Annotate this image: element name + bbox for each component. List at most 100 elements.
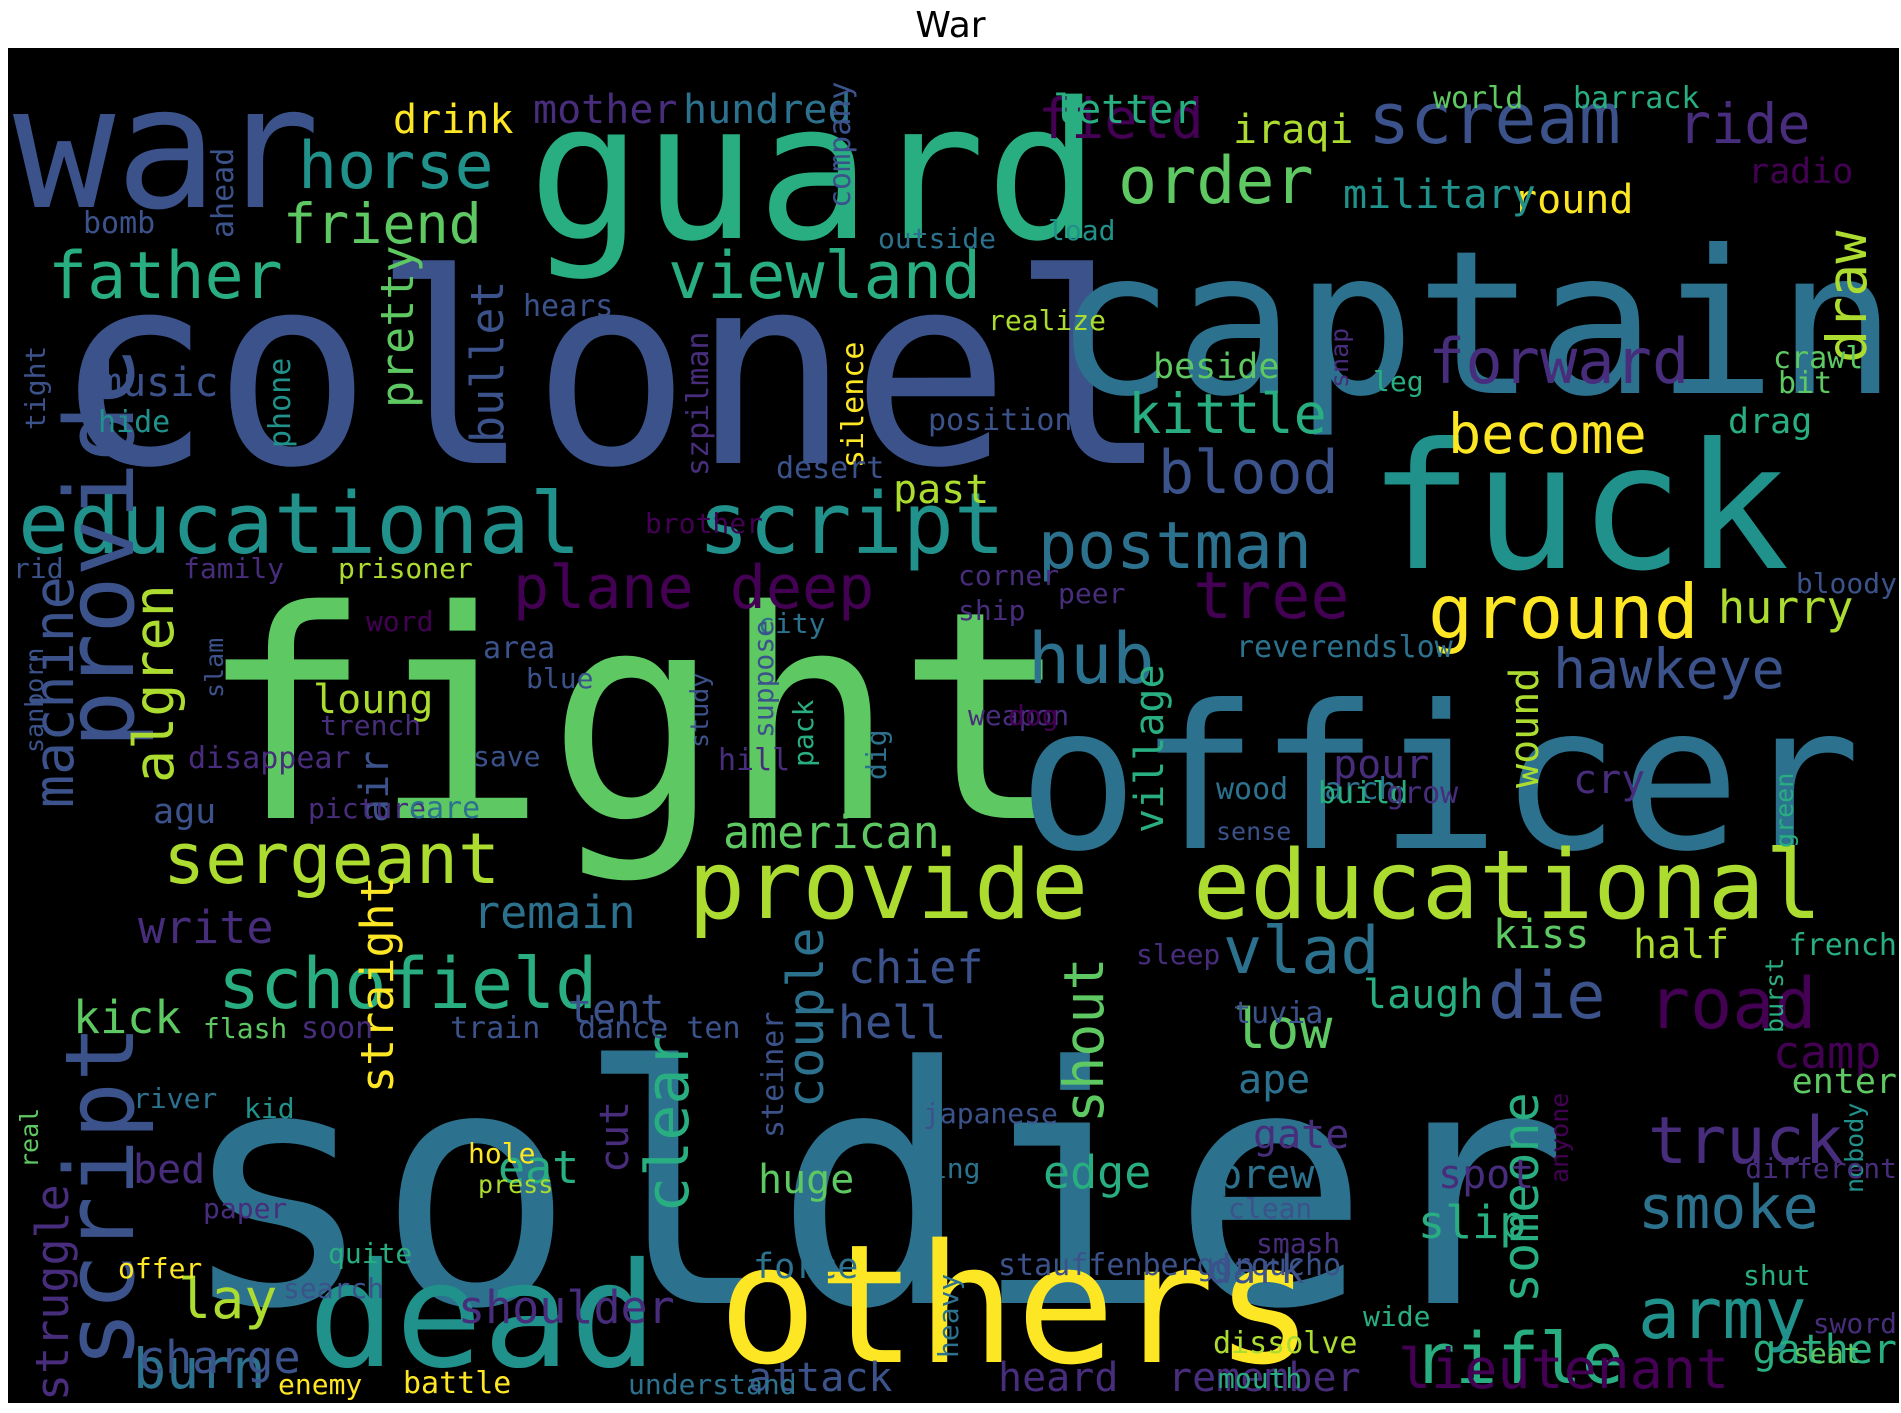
word-truck: truck [1648,1104,1844,1179]
word-sleep: sleep [1136,938,1220,971]
word-huge: huge [758,1157,854,1203]
word-bomb: bomb [83,206,155,241]
word-attack: attack [748,1355,893,1401]
word-dark: dark [1208,1247,1304,1293]
word-different: different [1745,1152,1897,1185]
word-shout: shout [1052,957,1116,1123]
word-cut: cut [592,1101,638,1173]
word-beside: beside [1153,347,1279,387]
word-ape: ape [1238,1057,1310,1103]
word-rifle: rifle [1413,1318,1624,1400]
word-corner: corner [958,559,1059,592]
word-train: train [450,1011,540,1046]
word-army: army [1638,1273,1807,1355]
word-nobody: nobody [1840,1103,1869,1193]
word-laugh: laugh [1363,972,1483,1018]
word-ride: ride [1678,92,1810,156]
word-phone: phone [263,358,298,448]
word-weapon: weapon [968,699,1069,732]
word-plane-deep: plane deep [513,553,874,623]
word-round: round [1513,177,1633,223]
word-disappear: disappear [188,741,351,776]
word-order: order [1118,144,1314,219]
word-fuck: fuck [1368,407,1789,610]
word-pour: pour [1333,742,1429,788]
word-prew: prew [1218,1152,1315,1198]
word-green: green [1770,773,1799,848]
word-half: half [1633,922,1729,968]
word-gather: gather [1753,1327,1898,1373]
word-picture: picture [308,792,426,825]
word-war: war [13,50,320,248]
word-spot: spot [1438,1152,1534,1198]
word-algren: algren [122,584,186,783]
word-peer: peer [1058,577,1125,610]
word-father: father [48,239,283,314]
word-realize: realize [988,304,1106,337]
word-edge: edge [1043,1146,1151,1199]
word-wide: wide [1363,1300,1430,1333]
word-ground: ground [1428,568,1699,656]
word-mother: mother [533,87,678,133]
word-hawkeye: hawkeye [1553,637,1785,701]
word-seat: seat [1793,1337,1860,1370]
word-ahead: ahead [206,148,241,238]
word-drag: drag [1728,402,1812,442]
word-area: area [483,631,555,666]
word-burn: burn [133,1337,265,1401]
word-soldier: soldier [178,997,1569,1381]
word-rid: rid [13,552,64,585]
word-horse: horse [298,129,494,204]
word-road: road [1648,963,1817,1045]
word-barrack: barrack [1573,81,1699,116]
word-forward: forward [1428,325,1689,398]
word-search: search [283,1272,384,1305]
word-japanese: japanese [923,1097,1058,1130]
word-sergeant: sergeant [163,818,500,900]
word-dead: dead [308,1232,657,1401]
word-save: save [473,740,540,773]
word-couple: couple [777,927,835,1108]
word-air: air [352,751,398,823]
word-script: script [698,475,1005,574]
word-press: press [478,1170,553,1199]
word-silence: silence [836,342,871,468]
word-quite: quite [328,1237,412,1270]
word-provide: provide [46,348,156,748]
word-low: low [1233,997,1333,1061]
word-tree: tree [1193,559,1350,634]
word-cloud: soldier fight colonel captain officer guard wa… [8,48,1899,1403]
word-postman: postman [1038,509,1312,584]
word-pack: pack [787,699,820,767]
word-radio: radio [1748,152,1853,192]
word-gate: gate [1253,1112,1349,1158]
word-heavy: heavy [932,1274,965,1358]
word-past: past [893,467,989,513]
word-anyone: anyone [1545,1093,1574,1183]
word-family: family [183,552,284,585]
word-hell: hell [838,996,946,1049]
word-burst: burst [1760,958,1789,1033]
word-bullet: bullet [461,280,514,443]
word-kittle: kittle [1128,382,1327,446]
word-sense: sense [1216,817,1291,846]
word-military: military [1343,172,1536,218]
word-hide: hide [98,405,170,440]
word-iraqi: iraqi [1233,107,1353,153]
word-reverendslow: reverendslow [1236,630,1454,665]
word-sanborn: sanborn [20,648,49,753]
word-paper: paper [203,1192,287,1225]
word-hears: hears [523,289,613,324]
word-dog: dog [1008,699,1059,732]
word-agu: agu [153,792,216,832]
word-leg: leg [1373,365,1424,398]
word-enemy: enemy [278,1368,362,1401]
word-prisoner: prisoner [338,552,473,585]
word-american: american [723,806,940,859]
word-camp: camp [1773,1026,1881,1079]
word-wood-march: wood march [1216,772,1397,807]
word-battle: battle [403,1366,511,1401]
word-someone: someone [1492,1092,1550,1303]
word-educational: educational [1193,831,1822,941]
